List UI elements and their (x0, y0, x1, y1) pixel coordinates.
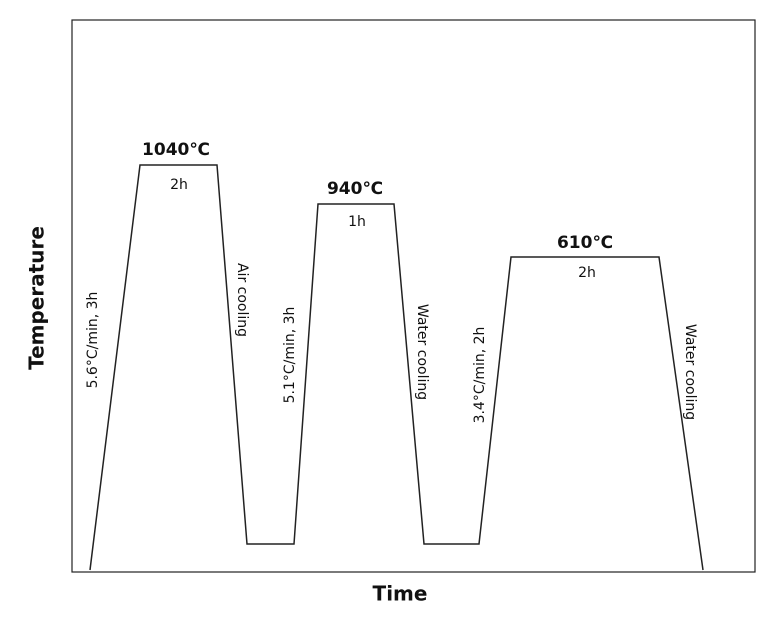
stage-temperature: 940℃ (327, 179, 383, 199)
cooling-label: Water cooling (682, 324, 698, 420)
y-axis-label: Temperature (25, 226, 49, 370)
heating-label: 5.6°C/min, 3h (85, 292, 101, 389)
x-axis-label: Time (373, 582, 428, 606)
stage-hold: 1h (348, 214, 366, 230)
heating-label: 3.4°C/min, 2h (472, 327, 488, 424)
temperature-profile (89, 164, 704, 571)
stage-hold: 2h (170, 177, 188, 193)
stage-hold: 2h (578, 265, 596, 281)
cooling-label: Water cooling (414, 304, 430, 400)
stage-temperature: 610℃ (557, 233, 613, 253)
frame (71, 19, 756, 573)
heating-label: 5.1°C/min, 3h (282, 307, 298, 404)
cooling-label: Air cooling (234, 263, 250, 337)
stage-temperature: 1040℃ (142, 140, 210, 160)
